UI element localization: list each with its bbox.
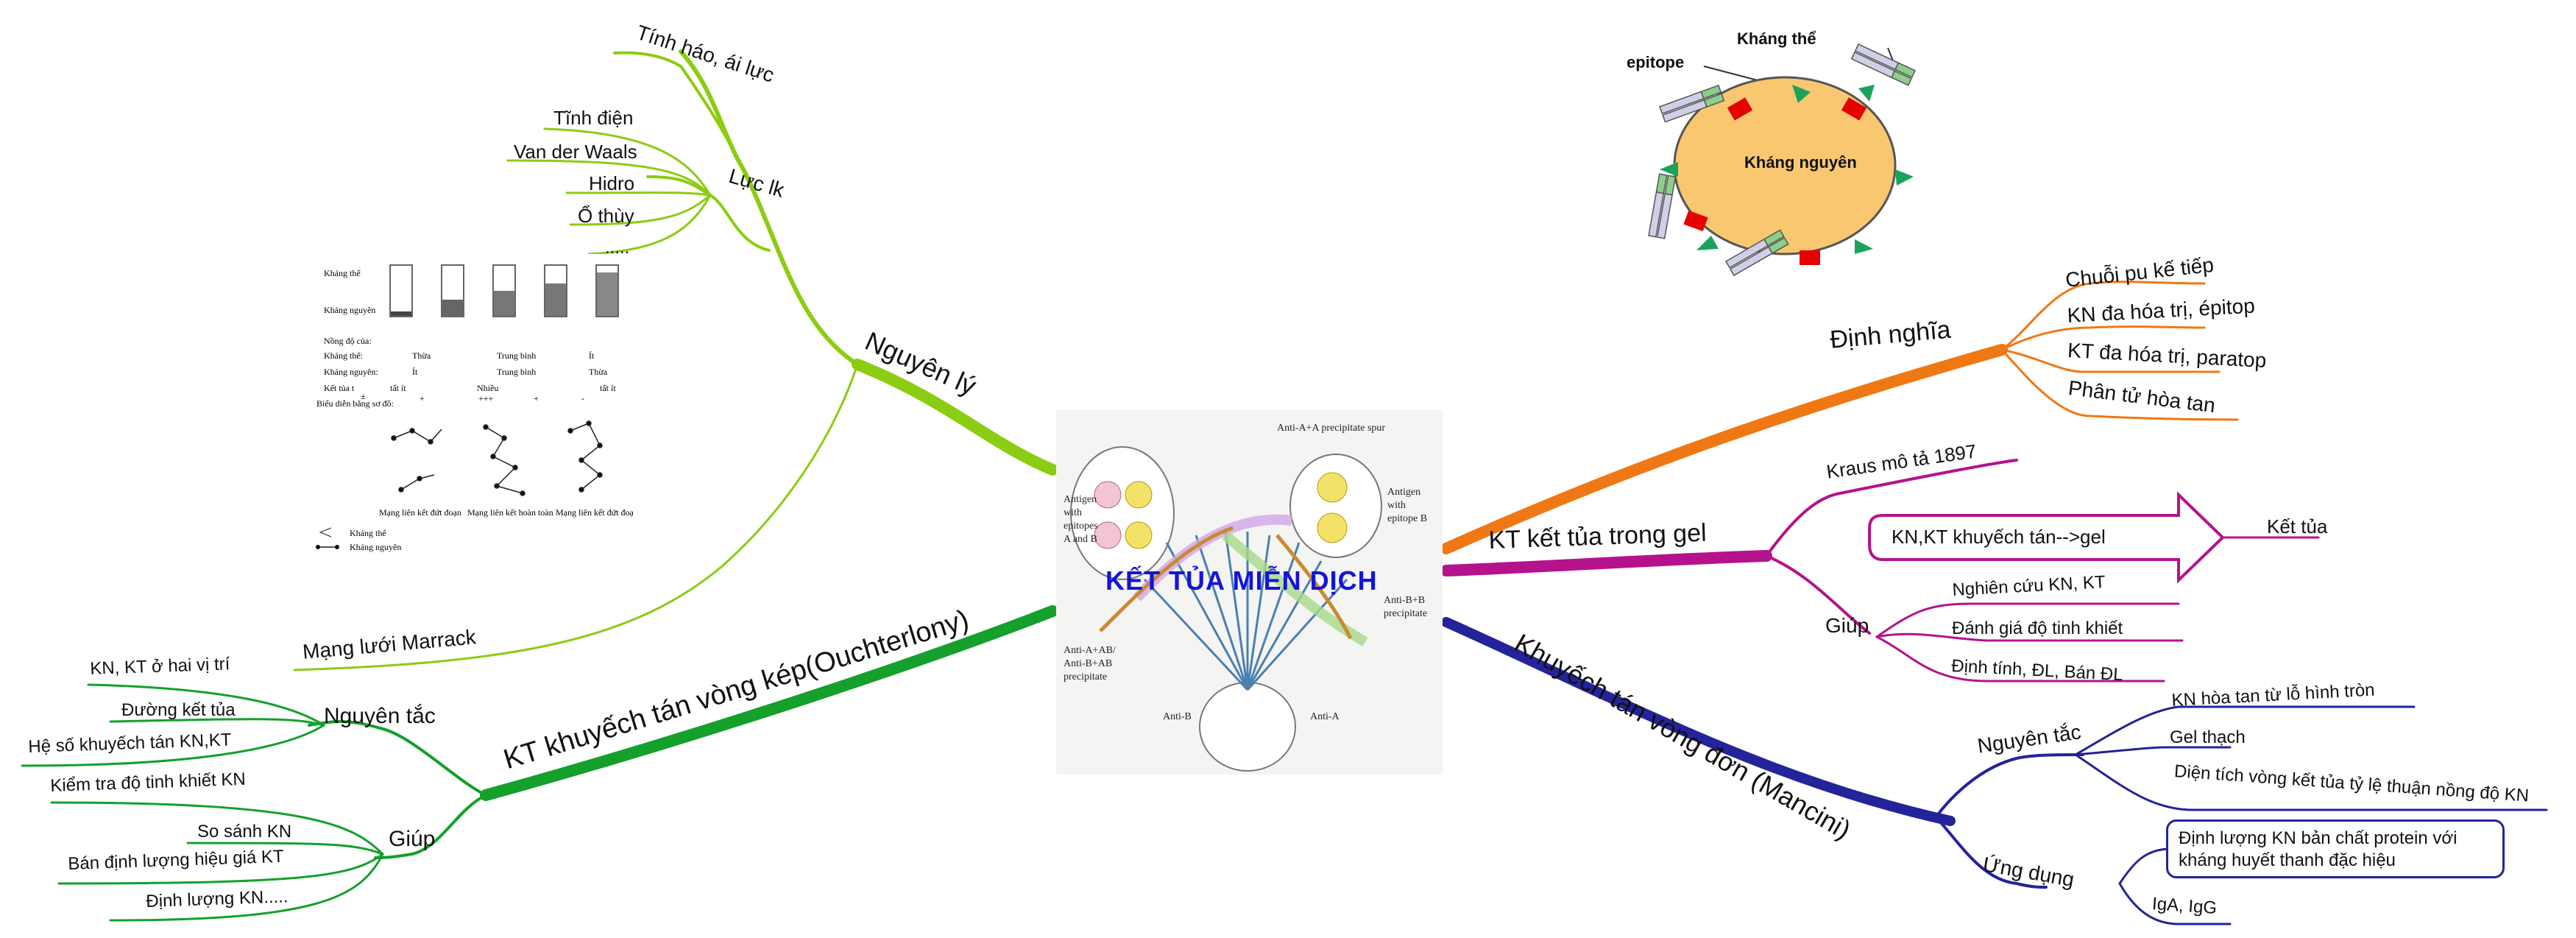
svg-text:-: -: [581, 393, 584, 403]
figure-text-0: Anti-A+A precipitate spur: [1277, 423, 1385, 434]
svg-text:Kết tủa t: Kết tủa t: [324, 383, 355, 393]
figure-text-2: Antigen: [1387, 487, 1420, 498]
svg-text:Kháng nguyên: Kháng nguyên: [350, 542, 401, 552]
branch-mancini-thick: [1441, 617, 1956, 826]
luc-lk-item: Hidro: [589, 172, 635, 194]
svg-text:Mạng liên kết đứt đoạn: Mạng liên kết đứt đoạn: [379, 507, 461, 518]
antigen-antibody-figure: Kháng nguyên epitope Kháng thể: [1616, 15, 1969, 309]
figure-text-1: A and B: [1064, 534, 1097, 545]
branch-dinh-nghia-thick: [1440, 344, 2008, 554]
svg-text:Nhiều: Nhiều: [477, 383, 498, 393]
khang-the-label: Kháng thể: [1737, 29, 1816, 48]
svg-text:Kháng thể:: Kháng thể:: [324, 350, 363, 361]
branch-nguyen-ly-stem: [679, 49, 860, 367]
figure-text-1: Antigen: [1064, 494, 1097, 505]
svg-text:Mạng liên kết hoàn toàn: Mạng liên kết hoàn toàn: [467, 507, 553, 518]
svg-text:Trung bình: Trung bình: [497, 367, 536, 377]
svg-text:Kháng nguyên:: Kháng nguyên:: [324, 367, 378, 377]
khang-nguyen-label: Kháng nguyên: [1744, 153, 1857, 172]
lattice-row-label-kt: Kháng thể: [324, 268, 361, 278]
center-diagram-image: Anti-A+A precipitate spur Antigen with epit…: [1056, 410, 1443, 775]
figure-text-5: Anti-B: [1163, 711, 1192, 722]
svg-text:Trung bình: Trung bình: [497, 350, 536, 361]
svg-text:Kháng thể: Kháng thể: [350, 528, 386, 538]
gel-arrow-target: Kết tủa: [2267, 515, 2328, 537]
mancini-ung-dung-box: Định lượng KN bản chất protein với kháng…: [2166, 819, 2505, 878]
svg-text:Thừa: Thừa: [412, 350, 431, 361]
svg-text:Mạng liên kết đứt đoạn: Mạng liên kết đứt đoạn: [556, 507, 633, 518]
branch-gel-thick: [1440, 550, 1772, 576]
luc-lk-item: .....: [605, 238, 630, 258]
node-gel-giup: Giúp: [1825, 614, 1869, 637]
lattice-row-label-kn: Kháng nguyên: [324, 305, 375, 315]
figure-text-3: Anti-A+AB/: [1064, 645, 1116, 656]
figure-text-4: Anti-B+B: [1384, 595, 1425, 606]
ouch-giup-item: So sánh KN: [197, 822, 292, 842]
figure-text-2: epitope B: [1387, 513, 1427, 524]
svg-text:Biểu diễn bằng sơ đồ:: Biểu diễn bằng sơ đồ:: [316, 398, 394, 409]
svg-text:±: ±: [361, 391, 366, 401]
svg-text:+: +: [420, 393, 425, 403]
svg-text:Thừa: Thừa: [589, 367, 608, 377]
luc-lk-item: Van der Waals: [514, 141, 637, 163]
figure-text-3: precipitate: [1064, 671, 1107, 683]
figure-text-2: with: [1387, 500, 1406, 511]
node-ouch-nguyen-tac: Nguyên tắc: [324, 704, 436, 728]
svg-text:Nồng độ của:: Nồng độ của:: [324, 336, 372, 346]
figure-text-4: precipitate: [1384, 608, 1427, 619]
figure-text-1: epitopes: [1064, 521, 1098, 532]
gel-arrow-text: KN,KT khuyếch tán-->gel: [1892, 526, 2106, 548]
luc-lk-item: Tĩnh điện: [553, 107, 634, 129]
branch-nguyen-ly-thick: [852, 359, 1058, 476]
node-ouch-giup: Giúp: [389, 827, 436, 851]
svg-text:Ít: Ít: [589, 350, 595, 361]
gel-arrow-shape: [1868, 491, 2225, 584]
epitope-label: epitope: [1627, 53, 1684, 71]
center-title: KẾT TỦA MIỄN DỊCH: [1105, 565, 1378, 596]
branch-ouchterlony-thick: [480, 605, 1058, 801]
lattice-figure: Kháng thể Kháng nguyên Nồng độ của: Khán…: [309, 254, 638, 552]
svg-text:+++: +++: [478, 393, 494, 403]
svg-text:+: +: [534, 393, 539, 403]
svg-text:Ít: Ít: [412, 367, 418, 377]
svg-text:tất ít: tất ít: [390, 383, 406, 393]
luc-lk-item: Ổ thùy: [578, 205, 634, 227]
figure-text-3: Anti-B+AB: [1064, 658, 1112, 669]
mancini-nguyen-tac-item: Gel thạch: [2170, 727, 2246, 747]
figure-text-1: with: [1064, 507, 1082, 518]
gel-giup-item: Đánh giá độ tinh khiết: [1952, 618, 2123, 638]
ouch-nguyen-tac-item: Đường kết tủa: [121, 700, 236, 720]
svg-text:tất ít: tất ít: [600, 383, 616, 393]
mancini-ung-dung-item: IgA, IgG: [2151, 894, 2218, 919]
immunodiffusion-figure: Anti-A+A precipitate spur Antigen with epit…: [1064, 423, 1427, 772]
figure-text-6: Anti-A: [1310, 711, 1340, 722]
